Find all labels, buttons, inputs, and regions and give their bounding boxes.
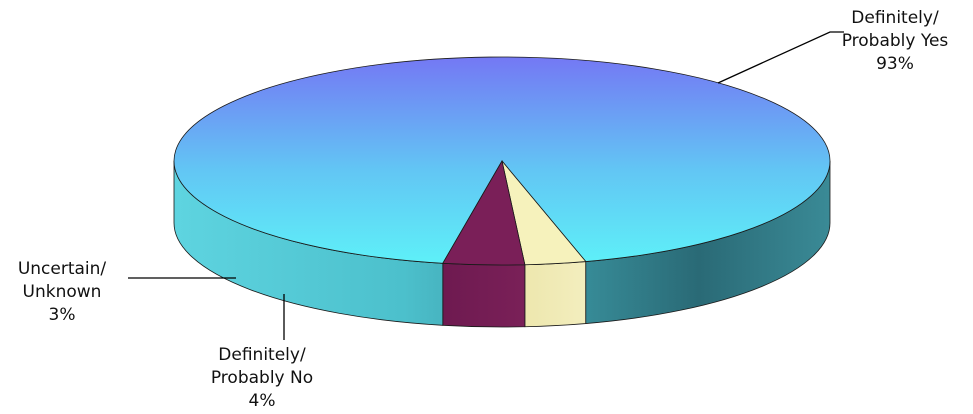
slice-uncertain-percent-label: 3% bbox=[49, 305, 76, 325]
slice-no-label-line1: Definitely/ bbox=[218, 345, 306, 365]
pie-slice-no bbox=[442, 159, 526, 266]
slice-yes-label-line1: Definitely/ bbox=[851, 8, 939, 28]
pie-side-uncertain bbox=[524, 261, 587, 328]
leader-line-yes bbox=[717, 31, 844, 84]
slice-yes-label-line2: Probably Yes bbox=[842, 31, 949, 51]
pie-side-no bbox=[442, 262, 526, 328]
slice-uncertain-label-line2: Unknown bbox=[23, 282, 102, 302]
slice-no-label-line2: Probably No bbox=[211, 368, 313, 388]
slice-no-percent-label: 4% bbox=[249, 391, 276, 411]
slice-uncertain-label-line1: Uncertain/ bbox=[18, 259, 107, 279]
pie-tops bbox=[173, 56, 831, 266]
pie-sides bbox=[173, 160, 831, 328]
pie-slice-yes bbox=[173, 56, 831, 264]
slice-yes-percent-label: 93% bbox=[876, 54, 914, 74]
pie-labels: Definitely/Probably Yes 93% Definitely/Pro… bbox=[18, 8, 949, 411]
